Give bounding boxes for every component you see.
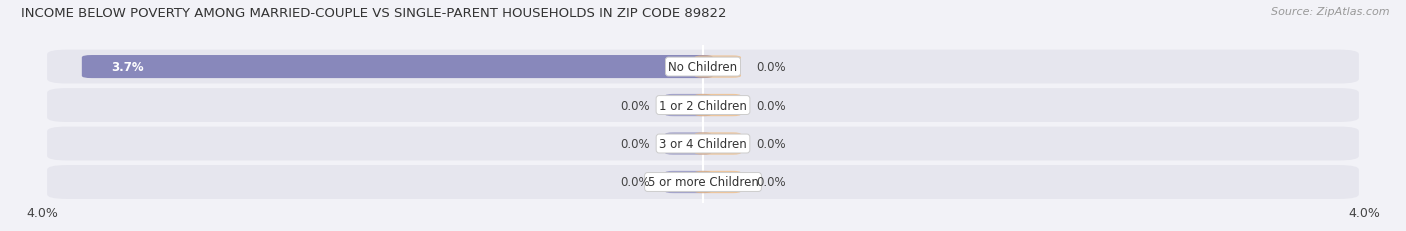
Text: 0.0%: 0.0%: [620, 176, 650, 189]
FancyBboxPatch shape: [48, 50, 1358, 84]
FancyBboxPatch shape: [48, 89, 1358, 122]
Text: 0.0%: 0.0%: [756, 176, 786, 189]
FancyBboxPatch shape: [48, 165, 1358, 199]
Text: INCOME BELOW POVERTY AMONG MARRIED-COUPLE VS SINGLE-PARENT HOUSEHOLDS IN ZIP COD: INCOME BELOW POVERTY AMONG MARRIED-COUPL…: [21, 7, 727, 20]
FancyBboxPatch shape: [695, 171, 741, 193]
Text: 1 or 2 Children: 1 or 2 Children: [659, 99, 747, 112]
Text: 0.0%: 0.0%: [756, 99, 786, 112]
FancyBboxPatch shape: [665, 94, 711, 117]
Text: 0.0%: 0.0%: [756, 137, 786, 150]
FancyBboxPatch shape: [665, 171, 711, 193]
Text: No Children: No Children: [668, 61, 738, 74]
Text: 5 or more Children: 5 or more Children: [648, 176, 758, 189]
FancyBboxPatch shape: [695, 56, 741, 78]
Text: Source: ZipAtlas.com: Source: ZipAtlas.com: [1271, 7, 1389, 17]
FancyBboxPatch shape: [48, 127, 1358, 161]
Text: 3.7%: 3.7%: [111, 61, 145, 74]
FancyBboxPatch shape: [665, 133, 711, 155]
FancyBboxPatch shape: [82, 56, 713, 79]
Text: 3 or 4 Children: 3 or 4 Children: [659, 137, 747, 150]
Text: 0.0%: 0.0%: [620, 137, 650, 150]
FancyBboxPatch shape: [695, 133, 741, 155]
Text: 0.0%: 0.0%: [756, 61, 786, 74]
FancyBboxPatch shape: [695, 94, 741, 117]
Text: 0.0%: 0.0%: [620, 99, 650, 112]
